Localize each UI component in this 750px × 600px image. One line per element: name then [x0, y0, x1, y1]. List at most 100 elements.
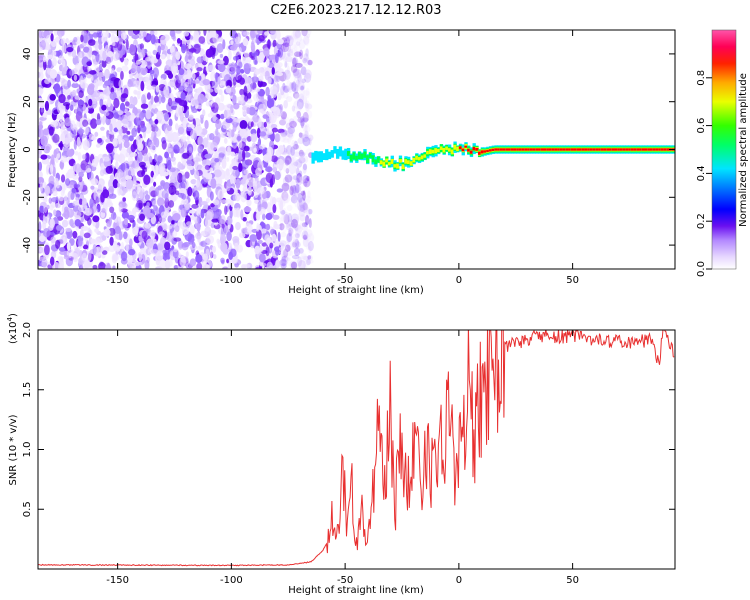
snr-ticks: -150 -100 -50 0 50 0.5 1.0 1.5 2.0: [22, 322, 675, 586]
ridge-cell: [336, 148, 340, 159]
noise-cell: [232, 194, 237, 201]
noise-cell: [154, 126, 159, 132]
noise-cell: [191, 72, 196, 81]
noise-cell: [70, 120, 76, 131]
noise-cell: [271, 67, 275, 75]
noise-cell: [242, 149, 246, 160]
snr-panel: -150 -100 -50 0 50 0.5 1.0 1.5 2.0 Height of str…: [6, 313, 676, 596]
noise-cell: [143, 246, 149, 257]
noise-cell: [78, 198, 83, 206]
noise-cell: [171, 32, 176, 40]
ridge-cell: [371, 155, 375, 163]
noise-cell: [186, 221, 192, 226]
noise-cell: [282, 52, 290, 63]
noise-cell: [181, 174, 187, 184]
ridge-cell: [314, 150, 318, 161]
noise-cell: [177, 136, 184, 148]
noise-cell: [299, 86, 306, 97]
noise-cell: [73, 140, 77, 150]
ridge-cell: [581, 148, 586, 151]
noise-cell: [217, 189, 224, 200]
noise-cell: [299, 49, 304, 60]
noise-cell: [293, 224, 301, 231]
noise-cell: [89, 30, 95, 35]
noise-cell: [221, 259, 225, 265]
noise-cell: [265, 166, 273, 173]
noise-cell: [283, 248, 289, 258]
noise-cell: [290, 120, 297, 129]
noise-cell: [293, 51, 302, 57]
noise-cell: [257, 57, 264, 64]
noise-cell: [74, 151, 79, 156]
figure-title: C2E6.2023.217.12.12.R03: [270, 3, 441, 18]
noise-cell: [270, 155, 278, 163]
noise-cell: [88, 98, 93, 107]
ridge-cell: [316, 151, 321, 163]
noise-cell: [60, 126, 65, 134]
noise-cell: [285, 56, 293, 63]
noise-cell: [101, 116, 106, 125]
noise-cell: [267, 39, 271, 50]
noise-cell: [44, 42, 50, 51]
noise-cell: [128, 249, 136, 256]
noise-cell: [235, 178, 241, 189]
noise-cell: [172, 213, 181, 221]
noise-cell: [304, 234, 311, 242]
noise-cell: [285, 44, 292, 53]
noise-cell: [95, 196, 100, 205]
noise-cell: [59, 257, 63, 267]
noise-cell: [137, 152, 143, 163]
noise-cell: [110, 212, 117, 220]
noise-cell: [269, 242, 274, 249]
noise-cell: [149, 69, 155, 75]
noise-cell: [108, 185, 115, 193]
noise-cell: [277, 68, 284, 73]
noise-cell: [288, 128, 295, 140]
noise-cell: [287, 250, 294, 256]
noise-cell: [107, 97, 111, 108]
spectrogram-panel: -150 -100 -50 0 50 -40 -20 0 20 40 Height of stra…: [7, 29, 676, 296]
noise-cell: [217, 76, 221, 85]
noise-cell: [134, 118, 142, 126]
noise-cell: [193, 169, 200, 180]
noise-cell: [223, 170, 231, 181]
noise-cell: [127, 78, 132, 85]
noise-cell: [297, 259, 306, 269]
noise-cell: [129, 43, 136, 55]
noise-cell: [78, 127, 83, 136]
noise-cell: [288, 226, 294, 233]
snr-ytick-label: 1.5: [22, 382, 33, 398]
noise-cell: [294, 199, 299, 208]
noise-cell: [258, 118, 262, 128]
noise-cell: [294, 229, 301, 240]
noise-cell: [189, 258, 197, 267]
noise-cell: [298, 156, 306, 164]
noise-cell: [96, 72, 105, 78]
noise-cell: [277, 231, 281, 242]
colorbar-tick-label: 0.2: [696, 213, 707, 229]
noise-cell: [125, 39, 129, 50]
noise-cell: [90, 178, 99, 186]
noise-cell: [301, 78, 307, 84]
noise-cell: [281, 255, 287, 267]
snr-ytick-label: 2.0: [22, 322, 33, 338]
noise-cell: [144, 190, 149, 196]
noise-cell: [250, 121, 254, 127]
noise-cell: [289, 229, 295, 234]
noise-cell: [207, 113, 213, 118]
ridge-cell: [327, 151, 332, 160]
noise-cell: [52, 166, 56, 177]
noise-cell: [304, 229, 313, 238]
noise-cell: [172, 230, 178, 238]
noise-cell: [120, 241, 124, 252]
noise-cell: [236, 65, 241, 75]
colorbar-tick-label: 0.0: [696, 261, 707, 277]
noise-cell: [279, 217, 285, 224]
spectrogram-heatmap: [38, 30, 675, 269]
noise-cell: [104, 264, 112, 269]
noise-cell: [177, 73, 182, 84]
noise-cell: [289, 82, 293, 91]
noise-cell: [306, 30, 312, 36]
noise-cell: [103, 111, 110, 116]
noise-cell: [60, 37, 66, 46]
